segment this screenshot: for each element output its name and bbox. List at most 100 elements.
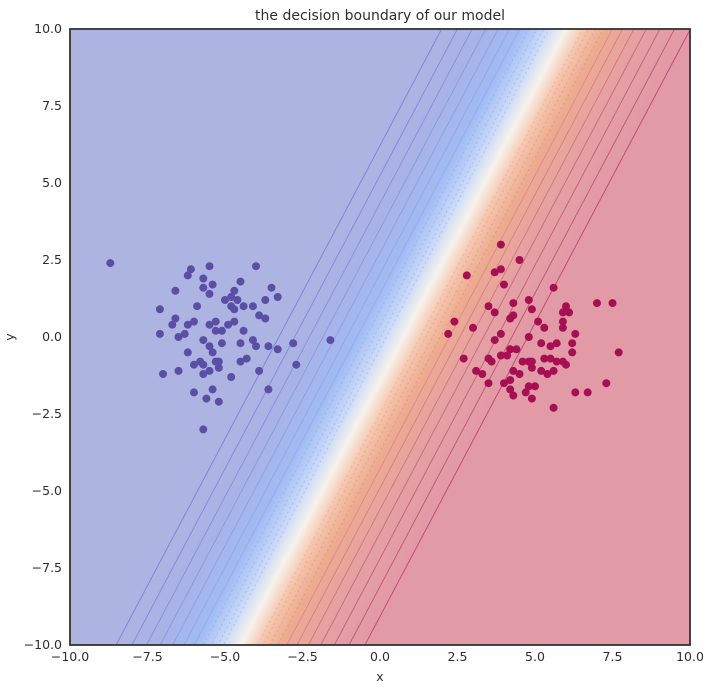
- scatter-point: [248, 336, 257, 345]
- scatter-point: [248, 302, 257, 311]
- x-tick-label: −2.5: [287, 649, 317, 664]
- scatter-point: [496, 329, 505, 338]
- scatter-point: [199, 274, 208, 283]
- x-axis-label: x: [376, 669, 383, 684]
- scatter-point: [527, 357, 536, 366]
- scatter-point: [524, 382, 533, 391]
- scatter-point: [236, 357, 245, 366]
- scatter-point: [524, 333, 533, 341]
- scatter-point: [199, 425, 208, 434]
- y-tick-label: −2.5: [32, 406, 62, 421]
- scatter-point: [171, 286, 180, 295]
- scatter-point: [509, 391, 518, 400]
- scatter-point: [239, 326, 248, 335]
- x-tick-label: 2.5: [448, 649, 468, 664]
- scatter-point: [540, 323, 549, 332]
- scatter-point: [236, 277, 245, 286]
- y-tick-label: −7.5: [32, 560, 62, 575]
- y-tick-label: −10.0: [24, 637, 62, 652]
- scatter-point: [211, 317, 220, 326]
- scatter-point: [462, 271, 471, 280]
- scatter-point: [292, 360, 301, 369]
- scatter-point: [506, 385, 515, 394]
- scatter-point: [193, 302, 202, 311]
- scatter-point: [230, 317, 239, 326]
- scatter-point: [568, 348, 577, 357]
- contour-line: [333, 29, 661, 645]
- y-tick-label: 5.0: [42, 175, 62, 190]
- x-tick-label: 10.0: [676, 649, 704, 664]
- scatter-point: [199, 370, 208, 378]
- scatter-point: [174, 366, 183, 375]
- scatter-point: [583, 388, 592, 397]
- scatter-point: [208, 385, 217, 394]
- scatter-layer: [106, 240, 623, 434]
- y-tick-label: 0.0: [42, 329, 62, 344]
- scatter-point: [190, 360, 198, 369]
- scatter-point: [571, 329, 580, 338]
- scatter-point: [562, 302, 570, 311]
- scatter-point: [236, 339, 245, 348]
- scatter-point: [199, 283, 208, 292]
- scatter-point: [558, 308, 567, 317]
- scatter-point: [565, 308, 574, 317]
- scatter-point: [230, 286, 239, 295]
- scatter-point: [552, 339, 561, 348]
- scatter-point: [199, 336, 208, 345]
- scatter-point: [227, 293, 236, 301]
- scatter-point: [527, 394, 536, 403]
- scatter-point: [509, 311, 518, 320]
- scatter-point: [558, 317, 567, 326]
- scatter-point: [211, 326, 220, 335]
- scatter-point: [208, 348, 217, 357]
- scatter-point: [484, 302, 493, 311]
- scatter-point: [190, 317, 198, 326]
- scatter-point: [496, 265, 505, 274]
- scatter-point: [527, 305, 536, 314]
- scatter-point: [205, 366, 214, 375]
- scatter-point: [527, 363, 536, 372]
- scatter-point: [199, 360, 208, 369]
- scatter-point: [552, 357, 561, 366]
- scatter-point: [106, 259, 115, 268]
- scatter-point: [546, 342, 555, 351]
- scatter-point: [546, 354, 555, 363]
- scatter-point: [506, 345, 515, 354]
- scatter-point: [490, 268, 499, 277]
- scatter-point: [190, 388, 198, 397]
- scatter-point: [242, 354, 251, 363]
- y-tick-label: 2.5: [42, 252, 62, 267]
- scatter-point: [503, 351, 512, 360]
- scatter-point: [537, 339, 546, 348]
- scatter-point: [521, 388, 530, 397]
- chart-title: the decision boundary of our model: [255, 8, 505, 24]
- scatter-point: [230, 305, 239, 314]
- scatter-point: [233, 296, 242, 304]
- scatter-point: [490, 308, 499, 317]
- scatter-point: [217, 326, 226, 335]
- scatter-point: [459, 354, 468, 363]
- y-tick-label: −5.0: [32, 483, 62, 498]
- scatter-point: [558, 323, 567, 332]
- scatter-point: [549, 403, 558, 412]
- scatter-point: [289, 339, 298, 348]
- scatter-point: [469, 323, 477, 332]
- scatter-point: [224, 320, 233, 329]
- scatter-point: [496, 351, 505, 360]
- scatter-point: [214, 363, 223, 372]
- scatter-point: [261, 314, 270, 323]
- scatter-point: [217, 339, 226, 348]
- x-tick-label: 7.5: [603, 649, 623, 664]
- scatter-point: [205, 320, 214, 329]
- scatter-point: [180, 329, 189, 338]
- scatter-point: [549, 366, 558, 375]
- contour-line: [286, 29, 613, 645]
